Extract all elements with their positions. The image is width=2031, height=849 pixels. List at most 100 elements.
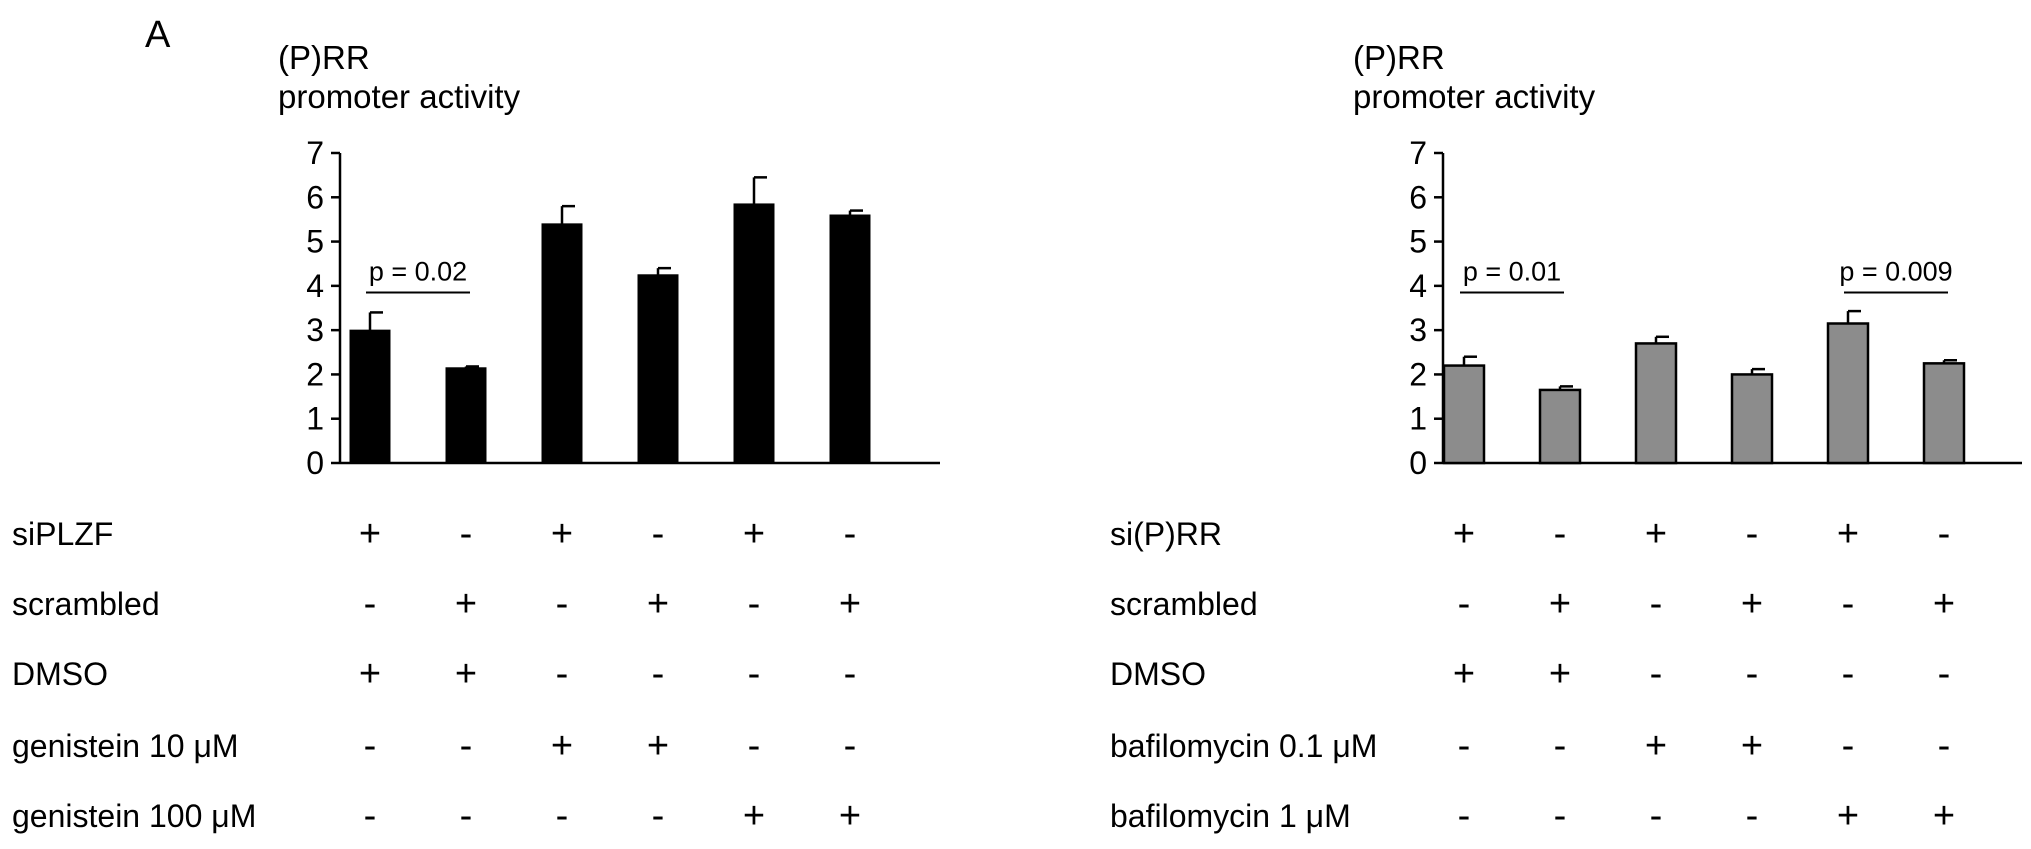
- condition-minus: -: [1650, 583, 1663, 625]
- condition-row-label: bafilomycin 0.1 μM: [1110, 728, 1377, 764]
- bar: [733, 203, 775, 464]
- condition-row-label: bafilomycin 1 μM: [1110, 798, 1351, 834]
- condition-minus: -: [652, 795, 665, 837]
- condition-plus: +: [1645, 725, 1667, 767]
- bar: [1538, 388, 1582, 465]
- y-tick-label: 7: [1409, 135, 1427, 171]
- condition-plus: +: [359, 513, 381, 555]
- condition-plus: +: [1837, 513, 1859, 555]
- condition-minus: -: [1458, 725, 1471, 767]
- condition-plus: +: [647, 725, 669, 767]
- condition-minus: -: [1650, 653, 1663, 695]
- bar: [1442, 364, 1486, 465]
- p-value-label: p = 0.01: [1463, 257, 1561, 287]
- p-value-label: p = 0.02: [369, 257, 467, 287]
- condition-row-label: scrambled: [1110, 586, 1258, 622]
- condition-minus: -: [1554, 795, 1567, 837]
- condition-minus: -: [556, 653, 569, 695]
- y-axis-label-line: (P)RR: [1353, 39, 1445, 76]
- condition-plus: +: [1741, 583, 1763, 625]
- bar: [445, 367, 487, 464]
- condition-minus: -: [364, 725, 377, 767]
- bar: [1826, 322, 1870, 465]
- condition-minus: -: [1650, 795, 1663, 837]
- condition-minus: -: [748, 583, 761, 625]
- y-tick-label: 5: [1409, 224, 1427, 260]
- y-tick-label: 4: [306, 268, 324, 304]
- condition-plus: +: [743, 513, 765, 555]
- condition-row-label: siPLZF: [12, 516, 113, 552]
- y-axis-label-line: promoter activity: [278, 78, 521, 115]
- condition-minus: -: [1746, 653, 1759, 695]
- condition-plus: +: [1741, 725, 1763, 767]
- y-tick-label: 2: [306, 356, 324, 392]
- condition-plus: +: [1549, 653, 1571, 695]
- y-tick-label: 6: [1409, 179, 1427, 215]
- bar: [1634, 342, 1678, 465]
- condition-minus: -: [1842, 583, 1855, 625]
- condition-minus: -: [1746, 795, 1759, 837]
- condition-row-label: DMSO: [1110, 656, 1206, 692]
- condition-minus: -: [1458, 795, 1471, 837]
- condition-plus: +: [455, 583, 477, 625]
- y-axis-label-line: promoter activity: [1353, 78, 1596, 115]
- condition-minus: -: [1554, 513, 1567, 555]
- condition-minus: -: [844, 513, 857, 555]
- condition-minus: -: [652, 653, 665, 695]
- condition-minus: -: [364, 795, 377, 837]
- condition-minus: -: [1458, 583, 1471, 625]
- y-tick-label: 0: [306, 445, 324, 481]
- bar: [829, 214, 871, 464]
- y-tick-label: 1: [1409, 401, 1427, 437]
- condition-row-label: genistein 100 μM: [12, 798, 256, 834]
- bar: [1730, 373, 1774, 465]
- y-tick-label: 6: [306, 179, 324, 215]
- condition-plus: +: [647, 583, 669, 625]
- condition-row-label: genistein 10 μM: [12, 728, 239, 764]
- condition-minus: -: [1938, 513, 1951, 555]
- condition-minus: -: [844, 725, 857, 767]
- bar: [637, 274, 679, 464]
- y-axis-label-line: (P)RR: [278, 39, 370, 76]
- condition-plus: +: [359, 653, 381, 695]
- condition-minus: -: [460, 725, 473, 767]
- condition-minus: -: [460, 513, 473, 555]
- bar: [1922, 362, 1966, 465]
- y-tick-label: 7: [306, 135, 324, 171]
- condition-minus: -: [556, 583, 569, 625]
- condition-row-label: DMSO: [12, 656, 108, 692]
- condition-minus: -: [652, 513, 665, 555]
- condition-row-label: scrambled: [12, 586, 160, 622]
- condition-plus: +: [1837, 795, 1859, 837]
- y-tick-label: 0: [1409, 445, 1427, 481]
- condition-plus: +: [1549, 583, 1571, 625]
- condition-minus: -: [1842, 725, 1855, 767]
- condition-plus: +: [551, 513, 573, 555]
- condition-row-label: si(P)RR: [1110, 516, 1222, 552]
- condition-plus: +: [839, 795, 861, 837]
- condition-plus: +: [839, 583, 861, 625]
- condition-minus: -: [1938, 653, 1951, 695]
- condition-minus: -: [844, 653, 857, 695]
- y-tick-label: 4: [1409, 268, 1427, 304]
- condition-plus: +: [1933, 583, 1955, 625]
- y-tick-label: 5: [306, 224, 324, 260]
- condition-minus: -: [460, 795, 473, 837]
- condition-plus: +: [1453, 513, 1475, 555]
- condition-minus: -: [1554, 725, 1567, 767]
- condition-plus: +: [1453, 653, 1475, 695]
- condition-minus: -: [1842, 653, 1855, 695]
- panel-label: A: [145, 14, 171, 56]
- y-tick-label: 2: [1409, 356, 1427, 392]
- condition-plus: +: [551, 725, 573, 767]
- condition-plus: +: [455, 653, 477, 695]
- condition-minus: -: [556, 795, 569, 837]
- y-tick-label: 1: [306, 401, 324, 437]
- condition-minus: -: [1746, 513, 1759, 555]
- bar: [541, 223, 583, 464]
- condition-minus: -: [364, 583, 377, 625]
- condition-plus: +: [1645, 513, 1667, 555]
- condition-minus: -: [748, 725, 761, 767]
